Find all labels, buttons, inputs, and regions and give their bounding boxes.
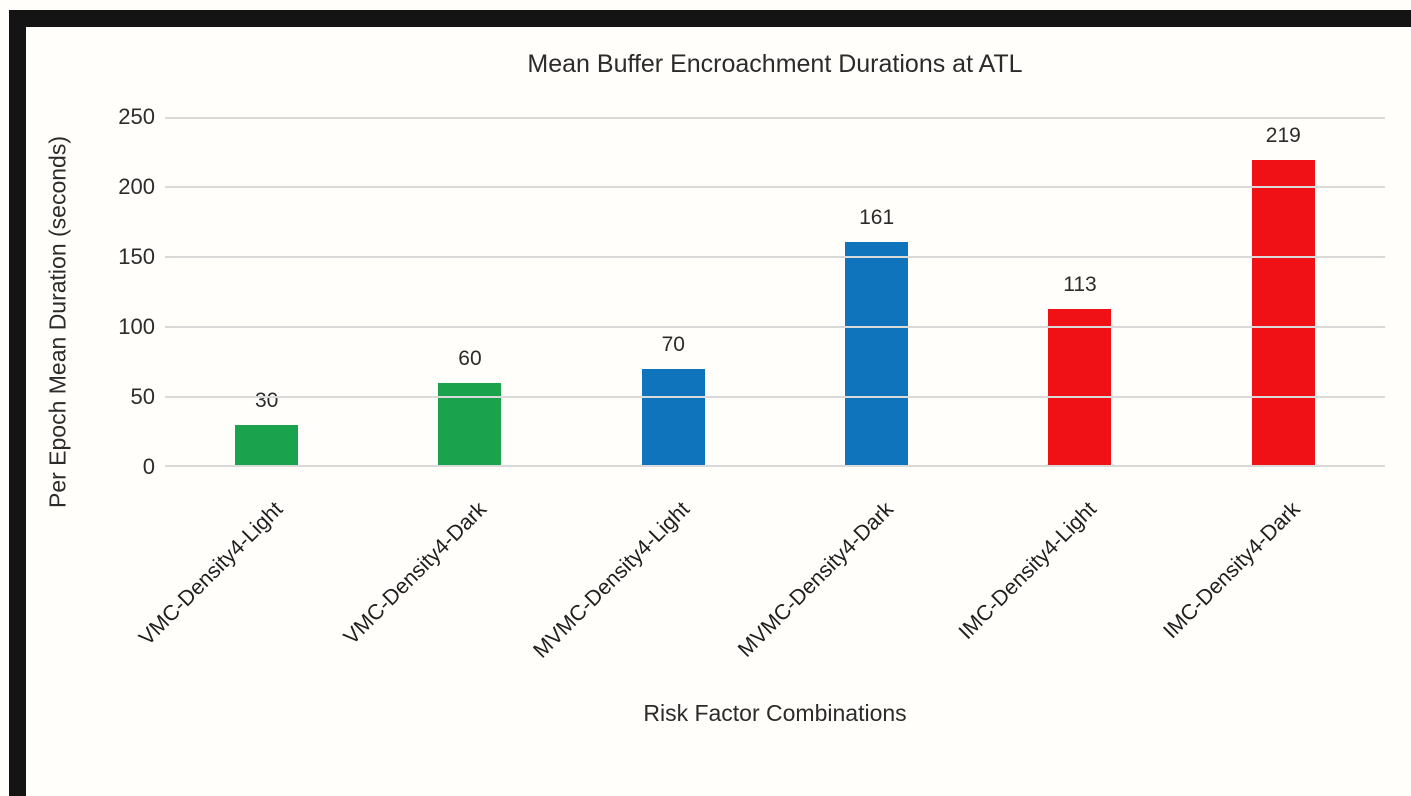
y-tick-label-0: 0 (142, 454, 155, 479)
top-edge-border-bar (9, 10, 1411, 27)
bar-slot: 219 (1182, 117, 1385, 467)
y-tick-label-150: 150 (118, 244, 155, 269)
bar-slot: 60 (368, 117, 571, 467)
y-tick-label-100: 100 (118, 314, 155, 339)
bars-group: 30 60 70 161 113 219 (165, 117, 1385, 467)
bar-MVMC-Density4-Light (641, 369, 705, 467)
gridline-250 (165, 117, 1385, 119)
x-tick-label-IMC-Density4-Light: IMC-Density4-Light (953, 497, 1101, 645)
y-tick-label-250: 250 (118, 104, 155, 129)
gridline-100 (165, 326, 1385, 328)
bar-IMC-Density4-Dark (1251, 160, 1315, 467)
bar-VMC-Density4-Light (235, 425, 299, 467)
gridline-200 (165, 186, 1385, 188)
bar-slot: 70 (572, 117, 775, 467)
x-tick-label-VMC-Density4-Light: VMC-Density4-Light (134, 497, 288, 651)
bar-slot: 113 (978, 117, 1181, 467)
gridline-150 (165, 256, 1385, 258)
data-label-VMC-Density4-Light: 30 (254, 389, 279, 412)
data-label-MVMC-Density4-Light: 70 (661, 333, 685, 356)
gridline-0 (165, 465, 1385, 467)
bar-slot: 161 (775, 117, 978, 467)
x-tick-label-VMC-Density4-Dark: VMC-Density4-Dark (338, 497, 491, 650)
plot-area: 30 60 70 161 113 219 (165, 117, 1385, 467)
y-tick-label-200: 200 (118, 174, 155, 199)
bar-MVMC-Density4-Dark (845, 241, 909, 467)
x-tick-label-IMC-Density4-Dark: IMC-Density4-Dark (1158, 497, 1305, 644)
y-tick-label-50: 50 (130, 384, 155, 409)
gridline-50 (165, 396, 1385, 398)
x-tick-label-MVMC-Density4-Dark: MVMC-Density4-Dark (732, 497, 898, 662)
data-label-VMC-Density4-Dark: 60 (458, 347, 482, 370)
x-axis-title: Risk Factor Combinations (643, 700, 907, 726)
data-label-IMC-Density4-Dark: 219 (1265, 124, 1301, 148)
chart-title: Mean Buffer Encroachment Durations at AT… (527, 50, 1023, 78)
x-tick-label-MVMC-Density4-Light: MVMC-Density4-Light (528, 497, 695, 663)
data-label-MVMC-Density4-Dark: 161 (859, 205, 895, 229)
data-label-IMC-Density4-Light: 113 (1063, 272, 1097, 296)
bar-IMC-Density4-Light (1048, 308, 1112, 467)
bar-slot: 30 (165, 117, 368, 467)
left-edge-border-bar (9, 10, 26, 796)
